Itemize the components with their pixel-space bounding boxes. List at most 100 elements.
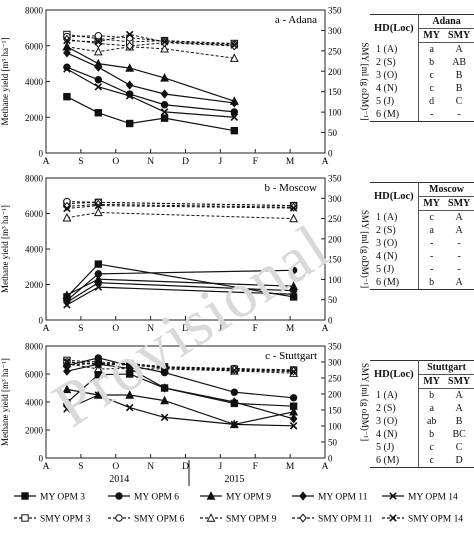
stuttgart-letter-table: HD(Loc) Stuttgart MY SMY 1 (A) b A 2 (S) a A 3 (O)… <box>370 360 474 468</box>
month-tick-label: O <box>112 324 119 334</box>
my-point <box>289 266 298 274</box>
smy-letter-cell: C <box>455 96 463 107</box>
my-letter-cell: c <box>429 83 434 94</box>
hd-cell: 4 (N) <box>370 428 420 441</box>
my-letter-cell: b <box>429 429 435 440</box>
left-tick-label: 2000 <box>25 113 44 123</box>
my-point <box>94 62 103 72</box>
smy-point <box>289 213 299 223</box>
right-tick-label: 300 <box>328 194 342 204</box>
my-point <box>160 395 169 405</box>
right-tick-label: 350 <box>328 174 342 184</box>
my-letter-cell: a <box>429 403 434 414</box>
legend-marker <box>206 513 216 522</box>
month-tick-label: A <box>322 324 329 334</box>
table-row: 5 (J) c C <box>370 441 474 454</box>
smy-point <box>63 204 71 213</box>
left-tick-label: 6000 <box>25 41 44 51</box>
smy-letter-cell: - <box>457 264 461 275</box>
month-tick-label: O <box>112 462 119 472</box>
my-point <box>125 363 134 373</box>
right-tick-label: 150 <box>328 406 342 416</box>
table-row: 3 (O) c B <box>370 69 474 82</box>
smy-point <box>94 32 103 40</box>
my-point <box>289 394 298 402</box>
month-tick-label: F <box>253 462 258 472</box>
legend-marker <box>206 491 216 500</box>
month-tick-label: A <box>43 462 50 472</box>
smy-point <box>93 46 103 56</box>
table-row: 2 (S) a A <box>370 224 474 237</box>
my-letter-cell: a <box>429 225 434 236</box>
legend-label: SMY OPM 3 <box>40 515 91 525</box>
smy-series-line <box>66 38 235 47</box>
smy-letter-cell: D <box>444 454 474 468</box>
left-tick-label: 0 <box>39 316 44 326</box>
my-letter-cell: - <box>418 108 445 122</box>
hd-cell: 1 (A) <box>370 42 420 56</box>
right-tick-label: 300 <box>328 358 342 368</box>
right-tick-label: 200 <box>328 67 342 77</box>
my-series-line <box>66 357 294 399</box>
my-letter-cell: c <box>429 442 434 453</box>
my-point <box>63 92 71 101</box>
right-tick-label: 250 <box>328 214 342 224</box>
hd-cell: 3 (O) <box>370 415 420 428</box>
smy-letter-cell: B <box>455 70 463 81</box>
right-tick-label: 350 <box>328 342 342 352</box>
month-tick-label: D <box>182 324 189 334</box>
my-point <box>289 290 298 299</box>
y-axis-label-left: Methane yield [m³ ha⁻¹] <box>0 205 10 293</box>
my-letter-cell: a <box>429 44 434 55</box>
my-point <box>289 414 298 424</box>
smy-letter-cell: C <box>455 442 463 453</box>
legend-marker <box>389 514 397 522</box>
y-axis-label-right: SMY [ml (g oDM)⁻¹] <box>360 363 370 441</box>
table-row: 4 (N) - - <box>370 250 474 263</box>
right-tick-label: 200 <box>328 234 342 244</box>
my-point <box>230 420 239 429</box>
my-letter-cell: b <box>418 276 445 290</box>
panel-title: a - Adana <box>275 14 317 26</box>
left-tick-label: 0 <box>39 454 44 464</box>
my-point <box>125 63 135 72</box>
my-point <box>63 63 71 71</box>
hd-cell: 6 (M) <box>370 108 420 122</box>
my-letter-cell: ab <box>426 416 437 427</box>
right-tick-label: 0 <box>328 316 333 326</box>
smy-point <box>230 366 239 375</box>
hd-loc-header: HD(Loc) <box>370 14 420 43</box>
panel-title: c - Stuttgart <box>265 350 317 362</box>
my-letter-cell: - <box>430 264 434 275</box>
my-point <box>289 422 298 430</box>
my-point <box>125 92 134 100</box>
smy-point <box>125 41 134 51</box>
month-tick-label: F <box>253 324 258 334</box>
hd-cell: 6 (M) <box>370 454 420 468</box>
smy-letter-cell: A <box>455 403 463 414</box>
my-point <box>160 114 169 122</box>
smy-point <box>160 43 169 53</box>
my-point <box>125 403 134 412</box>
smy-letter-cell: B <box>455 83 463 94</box>
left-tick-label: 6000 <box>25 209 44 219</box>
my-letter-cell: - <box>430 251 434 262</box>
smy-series-line <box>66 361 294 373</box>
my-point <box>63 301 71 309</box>
left-tick-label: 6000 <box>25 370 44 380</box>
my-point <box>160 413 169 422</box>
smy-letter-cell: - <box>444 108 474 122</box>
my-point <box>160 108 169 116</box>
my-point <box>94 359 103 369</box>
legend-label: SMY OPM 11 <box>318 515 373 525</box>
my-col-header: MY <box>418 28 445 43</box>
table-row: 3 (O) ab B <box>370 415 474 428</box>
month-tick-label: D <box>182 157 189 167</box>
my-col-header: MY <box>418 196 445 211</box>
hd-cell: 2 (S) <box>370 224 420 237</box>
hd-cell: 2 (S) <box>370 402 420 415</box>
month-tick-label: S <box>78 324 83 334</box>
smy-letter-cell: - <box>457 251 461 262</box>
